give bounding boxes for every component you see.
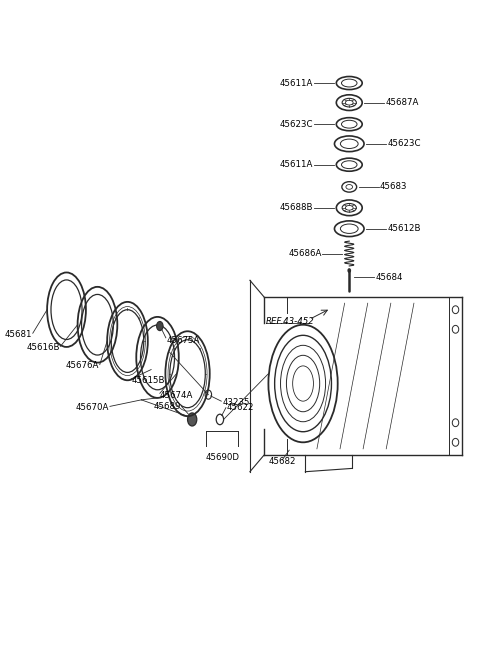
Text: 45683: 45683 [380, 182, 407, 192]
Text: 43235: 43235 [222, 398, 250, 407]
Text: 45687A: 45687A [385, 98, 419, 107]
Text: 45686A: 45686A [288, 249, 322, 258]
Text: 45611A: 45611A [280, 79, 313, 87]
Text: 45670A: 45670A [76, 403, 109, 412]
Text: 45675A: 45675A [167, 336, 200, 345]
Text: 45690D: 45690D [205, 453, 239, 462]
Ellipse shape [156, 321, 163, 331]
Text: 45623C: 45623C [280, 119, 313, 129]
Text: 45612B: 45612B [387, 224, 420, 234]
Ellipse shape [188, 413, 197, 426]
Text: 45682: 45682 [268, 457, 296, 466]
Text: 45676A: 45676A [65, 361, 99, 371]
Text: 45616B: 45616B [26, 343, 60, 352]
Text: 45611A: 45611A [280, 160, 313, 169]
Text: 45615B: 45615B [131, 376, 165, 385]
Text: REF.43-452: REF.43-452 [266, 317, 315, 326]
Text: 45689: 45689 [153, 402, 180, 411]
Text: 45623C: 45623C [387, 139, 420, 148]
Text: 45681: 45681 [4, 330, 32, 339]
Text: 45674A: 45674A [160, 391, 193, 400]
Text: 45688B: 45688B [280, 203, 313, 213]
Text: 45622: 45622 [227, 403, 254, 412]
Ellipse shape [348, 269, 350, 272]
Text: 45684: 45684 [375, 272, 403, 281]
